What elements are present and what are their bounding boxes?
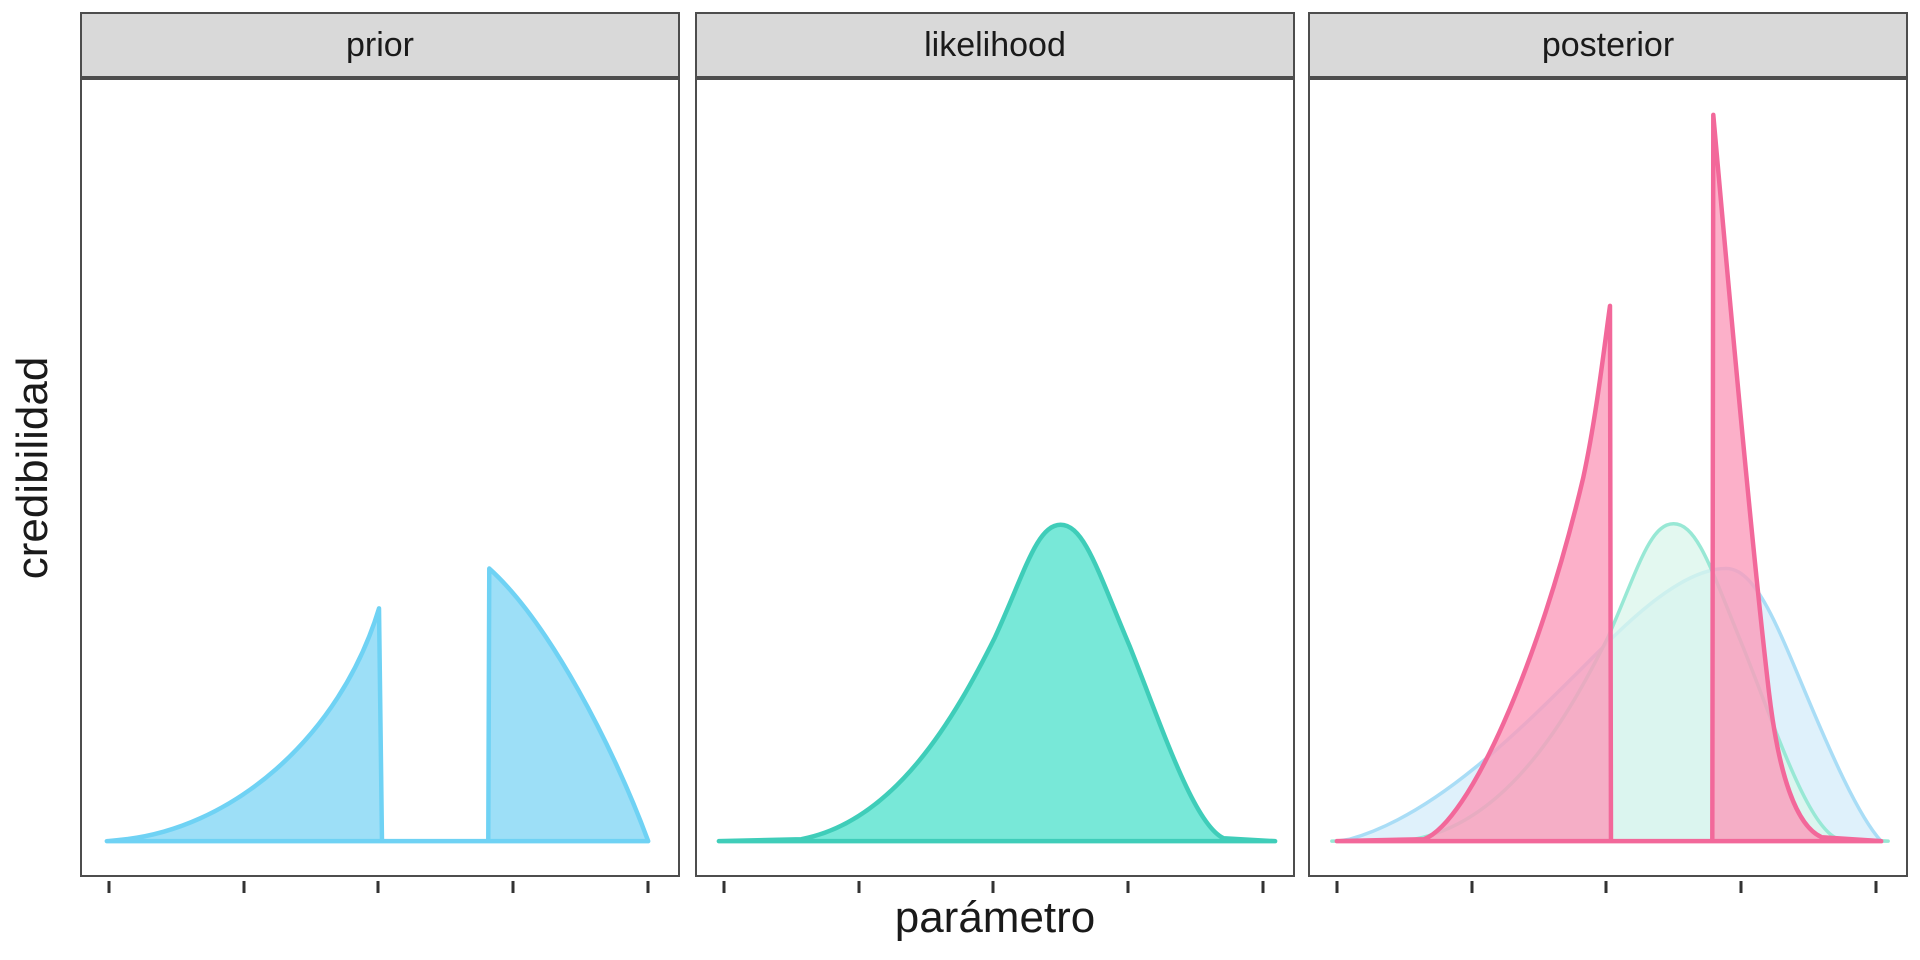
x-axis-tick xyxy=(1261,881,1265,893)
facet-likelihood: likelihood xyxy=(695,12,1295,893)
facet-strip-posterior: posterior xyxy=(1308,12,1908,78)
prior-plot-area xyxy=(104,566,651,844)
facet-panel-prior xyxy=(80,78,680,877)
likelihood-density-area xyxy=(716,522,1278,844)
facet-strip-label: prior xyxy=(345,25,415,64)
x-axis-tick xyxy=(511,881,515,893)
x-axis-tick xyxy=(1335,881,1339,893)
facet-strip-label: likelihood xyxy=(924,25,1066,64)
x-axis-tick xyxy=(1126,881,1130,893)
x-axis-label: parámetro xyxy=(894,893,1096,942)
facet-prior: prior xyxy=(80,12,680,893)
facet-strip-label: posterior xyxy=(1541,25,1675,64)
x-axis-ticks-likelihood xyxy=(697,881,1293,895)
x-axis-tick xyxy=(1604,881,1608,893)
x-axis-tick xyxy=(1874,881,1878,893)
x-axis-tick xyxy=(376,881,380,893)
facet-panel-likelihood xyxy=(695,78,1295,877)
facet-strip-likelihood: likelihood xyxy=(695,12,1295,78)
likelihood-plot-area xyxy=(716,522,1278,844)
posterior-density-area xyxy=(1334,112,1884,844)
x-axis-tick xyxy=(1470,881,1474,893)
x-axis-tick xyxy=(107,881,111,893)
x-axis-tick xyxy=(1739,881,1743,893)
prior-density-area xyxy=(104,566,651,844)
x-axis-tick xyxy=(646,881,650,893)
facet-panel-posterior xyxy=(1308,78,1908,877)
facet-strip-prior: prior xyxy=(80,12,680,78)
x-axis-ticks-prior xyxy=(82,881,678,895)
facet-posterior: posterior xyxy=(1308,12,1908,893)
x-axis-ticks-posterior xyxy=(1310,881,1906,895)
x-axis-tick xyxy=(991,881,995,893)
x-axis-tick xyxy=(857,881,861,893)
posterior-plot-area xyxy=(1330,112,1890,844)
x-axis-tick xyxy=(242,881,246,893)
y-axis-label: credibilidad xyxy=(8,356,57,580)
x-axis-tick xyxy=(722,881,726,893)
